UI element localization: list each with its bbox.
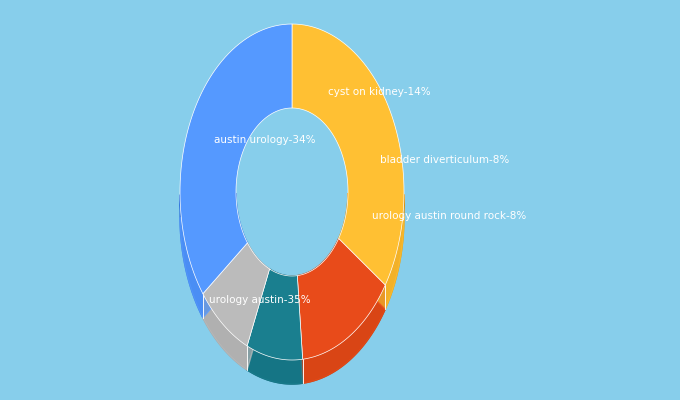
Text: cyst on kidney-14%: cyst on kidney-14% — [328, 87, 430, 97]
Polygon shape — [247, 346, 303, 384]
Polygon shape — [297, 238, 339, 300]
Polygon shape — [269, 269, 297, 300]
PathPatch shape — [247, 269, 303, 360]
Polygon shape — [236, 193, 248, 267]
PathPatch shape — [203, 243, 269, 346]
Polygon shape — [180, 195, 203, 318]
Text: austin urology-34%: austin urology-34% — [214, 135, 316, 145]
PathPatch shape — [180, 24, 292, 294]
Polygon shape — [386, 194, 404, 309]
Text: urology austin round rock-8%: urology austin round rock-8% — [372, 211, 526, 221]
Polygon shape — [303, 285, 386, 383]
Polygon shape — [297, 262, 386, 383]
Polygon shape — [339, 193, 348, 262]
Text: bladder diverticulum-8%: bladder diverticulum-8% — [380, 155, 509, 165]
Polygon shape — [180, 217, 248, 318]
PathPatch shape — [292, 24, 404, 285]
Polygon shape — [339, 216, 404, 309]
Polygon shape — [248, 243, 269, 293]
PathPatch shape — [297, 238, 386, 359]
Polygon shape — [247, 293, 303, 384]
Text: urology austin-35%: urology austin-35% — [209, 295, 311, 305]
Polygon shape — [203, 294, 247, 370]
Polygon shape — [203, 267, 269, 370]
